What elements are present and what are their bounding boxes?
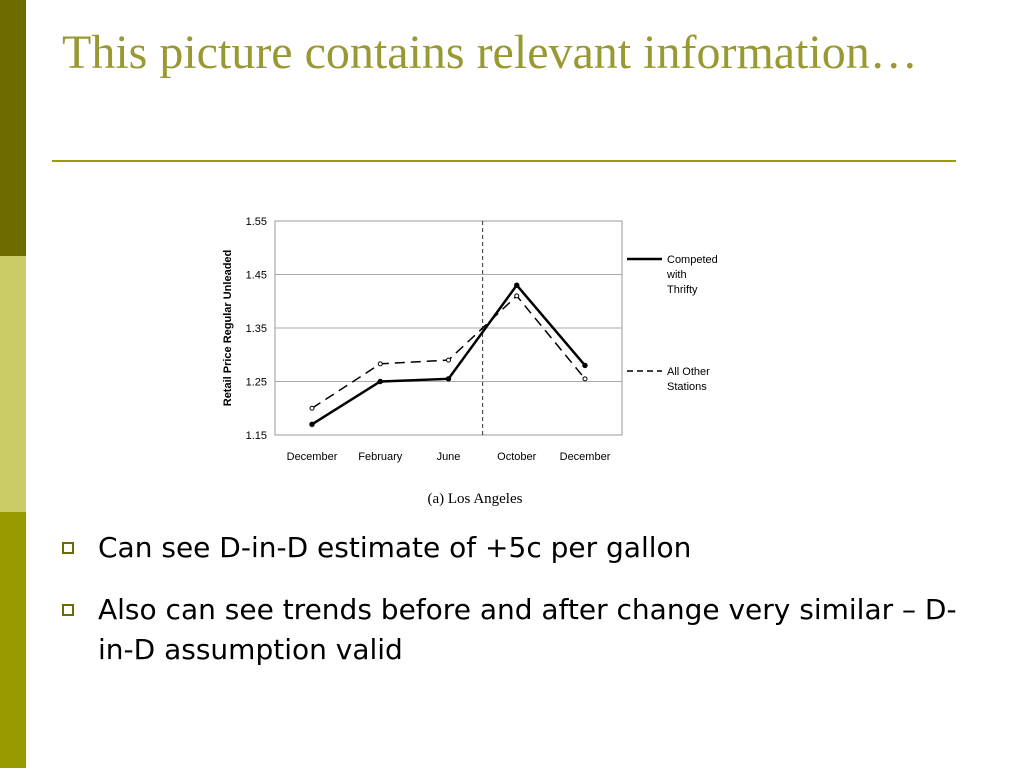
x-tick-label: December (287, 451, 338, 463)
square-bullet-icon (62, 604, 74, 616)
bullet-list: Can see D-in-D estimate of +5c per gallo… (62, 528, 982, 692)
chart-caption: (a) Los Angeles (428, 491, 523, 507)
accent-bar-middle (0, 256, 26, 512)
x-tick-label: February (358, 451, 403, 463)
data-point (514, 293, 520, 299)
series-line (311, 294, 586, 409)
data-point (514, 282, 520, 288)
title-divider (52, 160, 956, 162)
y-tick-label: 1.55 (246, 216, 267, 228)
bullet-item: Can see D-in-D estimate of +5c per gallo… (62, 528, 982, 568)
data-point (582, 376, 588, 382)
y-axis-label: Retail Price Regular Unleaded (222, 250, 234, 407)
data-point (445, 376, 452, 382)
square-bullet-icon (62, 542, 74, 554)
data-point (309, 421, 315, 428)
data-point (446, 357, 451, 363)
bullet-text: Also can see trends before and after cha… (98, 593, 957, 666)
y-tick-label: 1.45 (246, 270, 267, 282)
chart-legend: Competed with Thrifty All Other Stations (627, 254, 718, 393)
legend-label: All Other Stations (667, 366, 710, 393)
slide-title: This picture contains relevant informati… (62, 26, 918, 79)
price-chart: 1.55 1.45 1.35 1.25 1.15 December February Jun… (222, 216, 718, 507)
bullet-item: Also can see trends before and after cha… (62, 590, 982, 670)
y-tick-label: 1.15 (246, 430, 267, 442)
accent-bar-bottom (0, 512, 26, 768)
chart-grid (275, 220, 622, 436)
bullet-text: Can see D-in-D estimate of +5c per gallo… (98, 531, 692, 564)
accent-bar-top (0, 0, 26, 256)
data-point (582, 362, 588, 369)
legend-label: Competed with Thrifty (666, 254, 718, 296)
y-tick-label: 1.35 (246, 323, 267, 335)
y-tick-label: 1.25 (246, 377, 267, 389)
data-point (377, 378, 383, 385)
data-point (377, 361, 383, 367)
x-tick-label: June (437, 451, 461, 463)
x-tick-label: October (497, 451, 536, 463)
plot-frame (274, 220, 623, 436)
x-tick-label: December (560, 451, 611, 463)
chart-series (309, 282, 588, 428)
x-tick-labels: December February June October December (287, 451, 611, 463)
data-point (309, 405, 315, 411)
series-line (311, 283, 586, 426)
y-tick-labels: 1.55 1.45 1.35 1.25 1.15 (246, 216, 267, 442)
